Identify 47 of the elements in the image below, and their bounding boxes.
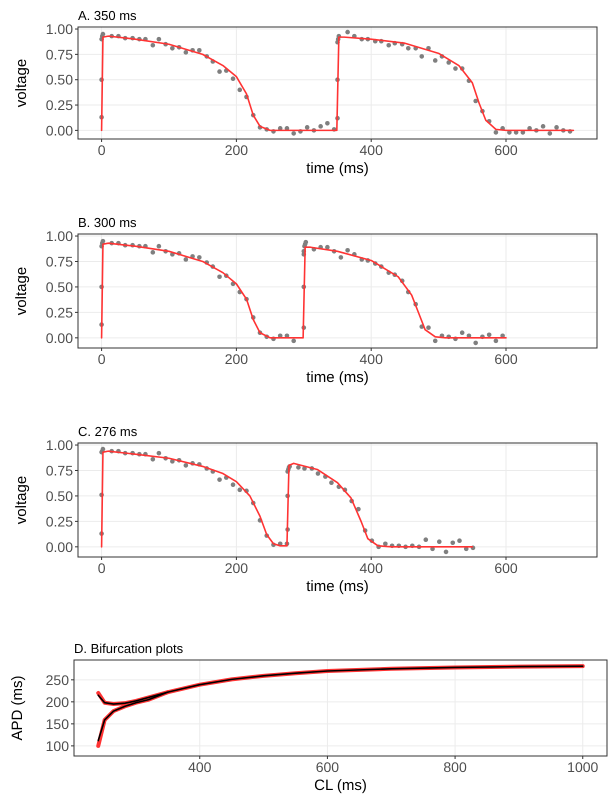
x-tick-label: 0 [98, 351, 106, 367]
x-axis-title: time (ms) [306, 369, 369, 386]
y-tick-label: 100 [46, 738, 70, 754]
x-tick-label: 800 [443, 759, 467, 775]
x-tick-label: 200 [224, 560, 248, 576]
y-tick-label: 0.75 [46, 46, 74, 62]
x-tick-label: 600 [494, 142, 518, 158]
y-tick-label: 0.25 [46, 513, 74, 530]
x-tick-label: 0 [98, 560, 106, 576]
x-tick-label: 400 [360, 351, 384, 367]
y-tick-label: 1.00 [46, 437, 74, 454]
y-tick-label: 150 [46, 716, 70, 732]
y-tick-label: 0.75 [46, 253, 74, 270]
y-tick-label: 0.00 [46, 122, 74, 138]
y-tick-label: 0.50 [46, 72, 74, 88]
y-tick-label: 0.50 [46, 488, 74, 504]
y-tick-label: 0.25 [46, 97, 74, 114]
chart-title: D. Bifurcation plots [74, 641, 184, 656]
y-tick-label: 1.00 [46, 228, 74, 244]
x-tick-label: 600 [316, 759, 340, 775]
x-tick-label: 200 [224, 142, 248, 158]
x-tick-label: 600 [494, 560, 518, 576]
x-tick-label: 0 [98, 142, 106, 158]
x-tick-label: 600 [494, 351, 518, 367]
y-tick-label: 0.00 [46, 330, 74, 346]
y-tick-label: 0.00 [46, 538, 74, 555]
x-tick-label: 400 [360, 560, 384, 576]
y-tick-label: 0.25 [46, 304, 74, 320]
chart-title: B. 300 ms [78, 215, 138, 230]
x-tick-label: 200 [224, 351, 248, 367]
chart-title: C. 276 ms [78, 424, 138, 439]
y-axis-title: voltage [13, 58, 30, 108]
y-tick-label: 1.00 [46, 21, 74, 38]
x-axis-title: CL (ms) [314, 777, 367, 794]
chart-title: A. 350 ms [78, 8, 138, 23]
y-tick-label: 0.75 [46, 462, 74, 478]
x-axis-title: time (ms) [306, 160, 369, 177]
x-tick-label: 400 [188, 759, 212, 775]
x-tick-label: 400 [360, 142, 384, 158]
y-axis-title: voltage [13, 476, 30, 524]
x-axis-title: time (ms) [306, 578, 369, 595]
y-axis-title: voltage [13, 266, 30, 316]
y-tick-label: 250 [46, 672, 70, 688]
x-tick-label: 1000 [567, 759, 599, 775]
y-tick-label: 0.50 [46, 278, 74, 295]
y-axis-title: APD (ms) [9, 676, 26, 740]
y-tick-label: 200 [46, 694, 70, 710]
